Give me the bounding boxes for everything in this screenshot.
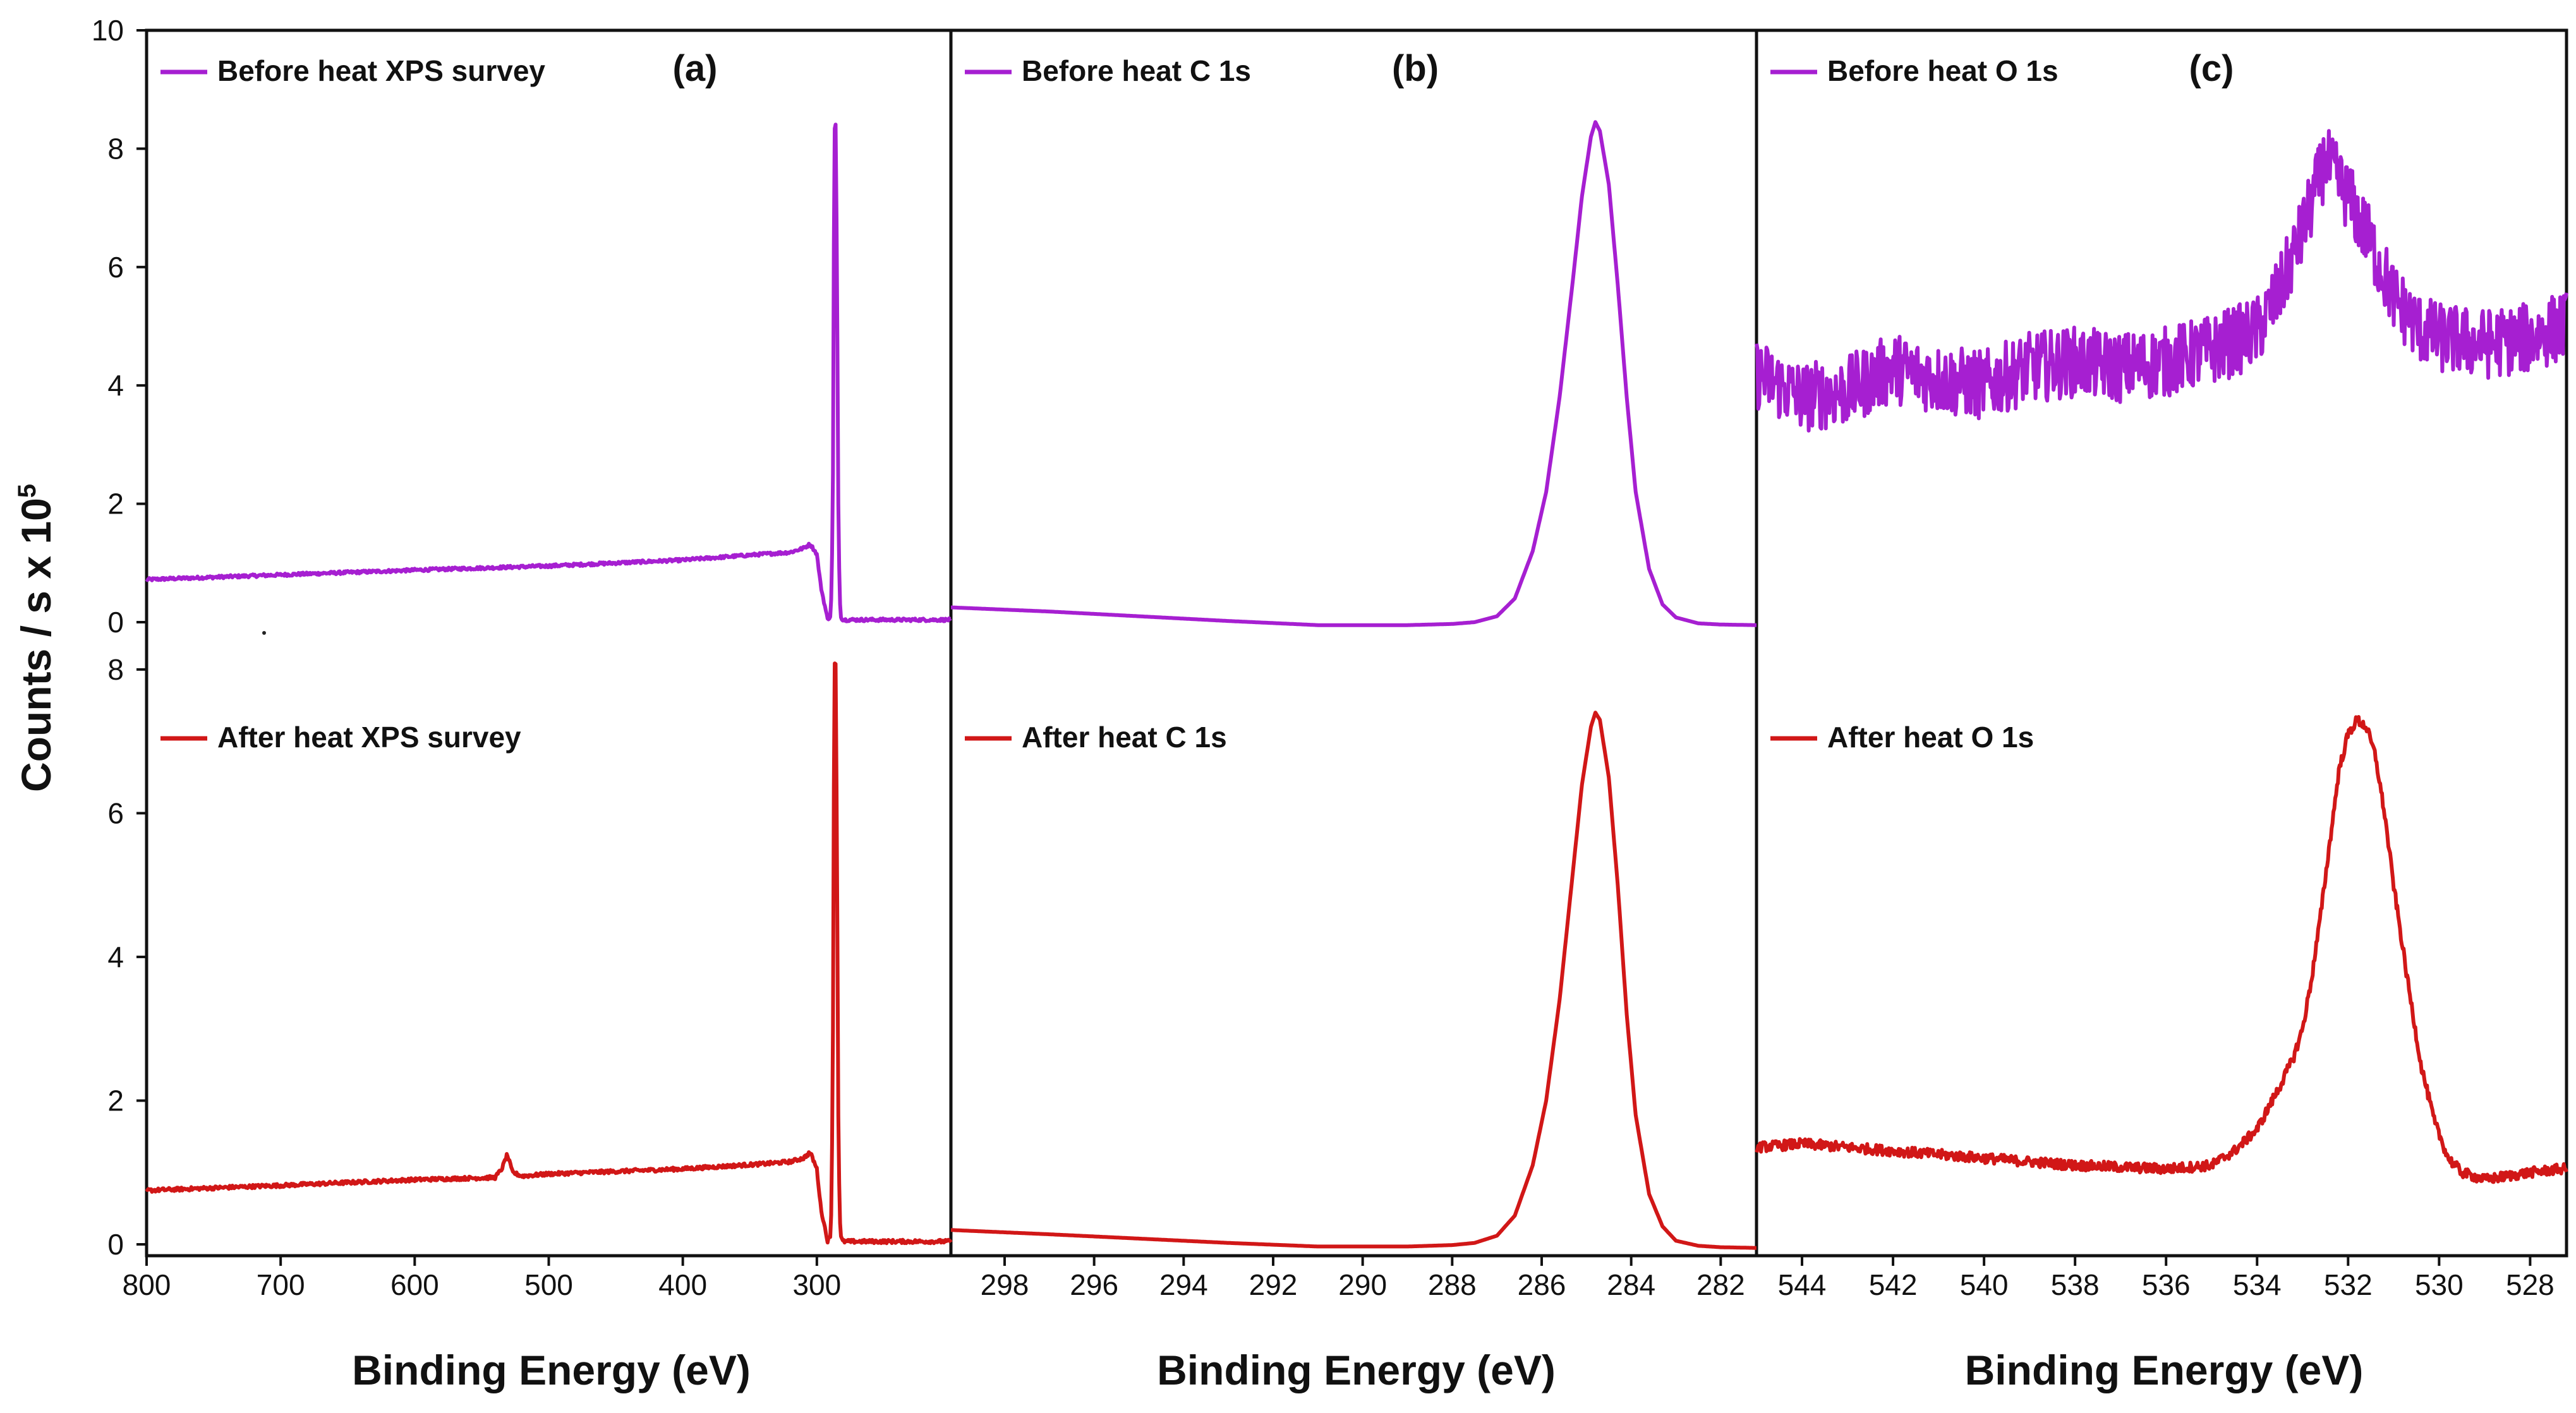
series-line-a-before — [145, 123, 952, 623]
x-tick-label-c: 544 — [1778, 1268, 1827, 1301]
legend-label-a-top: Before heat XPS survey — [217, 54, 545, 87]
panel-frame-a — [145, 28, 953, 1258]
panel-frame-b — [949, 28, 1758, 1258]
x-tick-label-b: 284 — [1607, 1268, 1655, 1301]
x-tick-label-b: 286 — [1518, 1268, 1566, 1301]
panel-frames — [145, 28, 2568, 1258]
y-tick-label-top: 10 — [92, 14, 124, 47]
x-tick-label-c: 540 — [1960, 1268, 2009, 1301]
x-axis-title-b: Binding Energy (eV) — [1157, 1347, 1556, 1393]
x-tick-label-a: 600 — [390, 1268, 439, 1301]
y-tick-label-bottom: 8 — [107, 653, 124, 686]
x-tick-label-a: 400 — [658, 1268, 707, 1301]
y-axis-title-text: Counts / s x 10 — [13, 498, 59, 792]
y-tick-label-bottom: 4 — [107, 941, 124, 973]
x-tick-label-c: 532 — [2324, 1268, 2373, 1301]
x-tick-label-b: 294 — [1159, 1268, 1208, 1301]
legend-label-a-bottom: After heat XPS survey — [217, 721, 521, 754]
x-axis-title-a: Binding Energy (eV) — [352, 1347, 751, 1393]
legend-label-c-top: Before heat O 1s — [1827, 54, 2059, 87]
x-tick-label-b: 288 — [1428, 1268, 1477, 1301]
x-tick-label-c: 542 — [1869, 1268, 1918, 1301]
x-axis-title-c: Binding Energy (eV) — [1965, 1347, 2364, 1393]
y-tick-label-bottom: 0 — [107, 1228, 124, 1261]
panel-label-a: (a) — [673, 48, 718, 89]
x-tick-label-a: 800 — [123, 1268, 171, 1301]
x-tick-label-b: 292 — [1249, 1268, 1298, 1301]
x-tick-label-a: 300 — [792, 1268, 841, 1301]
axis-ticks — [136, 29, 2532, 1266]
y-axis-title-exponent: 5 — [13, 484, 41, 498]
y-tick-label-top: 6 — [107, 251, 124, 284]
x-tick-label-b: 290 — [1338, 1268, 1387, 1301]
x-tick-label-c: 528 — [2506, 1268, 2555, 1301]
legend-label-c-bottom: After heat O 1s — [1827, 721, 2034, 754]
legend-label-b-bottom: After heat C 1s — [1022, 721, 1227, 754]
y-tick-label-bottom: 2 — [107, 1084, 124, 1117]
stray-dot — [262, 631, 266, 635]
panel-label-c: (c) — [2189, 48, 2234, 89]
spectra-curves — [145, 120, 2568, 1250]
y-tick-label-top: 2 — [107, 488, 124, 520]
series-line-c-before — [1755, 129, 2568, 433]
series-line-c-after — [1755, 715, 2568, 1184]
legend-label-b-top: Before heat C 1s — [1022, 54, 1251, 87]
x-tick-label-b: 282 — [1696, 1268, 1745, 1301]
y-tick-label-bottom: 6 — [107, 797, 124, 829]
y-axis-title: Counts / s x 105 — [13, 484, 59, 792]
panel-frame-c — [1755, 28, 2568, 1258]
series-line-b-after — [950, 711, 1758, 1250]
panel-label-b: (b) — [1392, 48, 1439, 89]
x-tick-label-c: 534 — [2233, 1268, 2282, 1301]
y-tick-label-top: 8 — [107, 132, 124, 165]
x-tick-label-c: 538 — [2051, 1268, 2100, 1301]
x-tick-label-b: 298 — [981, 1268, 1029, 1301]
x-tick-label-a: 500 — [524, 1268, 573, 1301]
series-line-b-before — [950, 120, 1758, 627]
series-line-a-after — [145, 661, 953, 1246]
x-tick-label-c: 530 — [2415, 1268, 2464, 1301]
y-tick-label-top: 4 — [107, 369, 124, 402]
x-tick-label-a: 700 — [257, 1268, 305, 1301]
x-tick-label-b: 296 — [1070, 1268, 1118, 1301]
x-tick-label-c: 536 — [2142, 1268, 2191, 1301]
y-tick-label-top: 0 — [107, 606, 124, 639]
